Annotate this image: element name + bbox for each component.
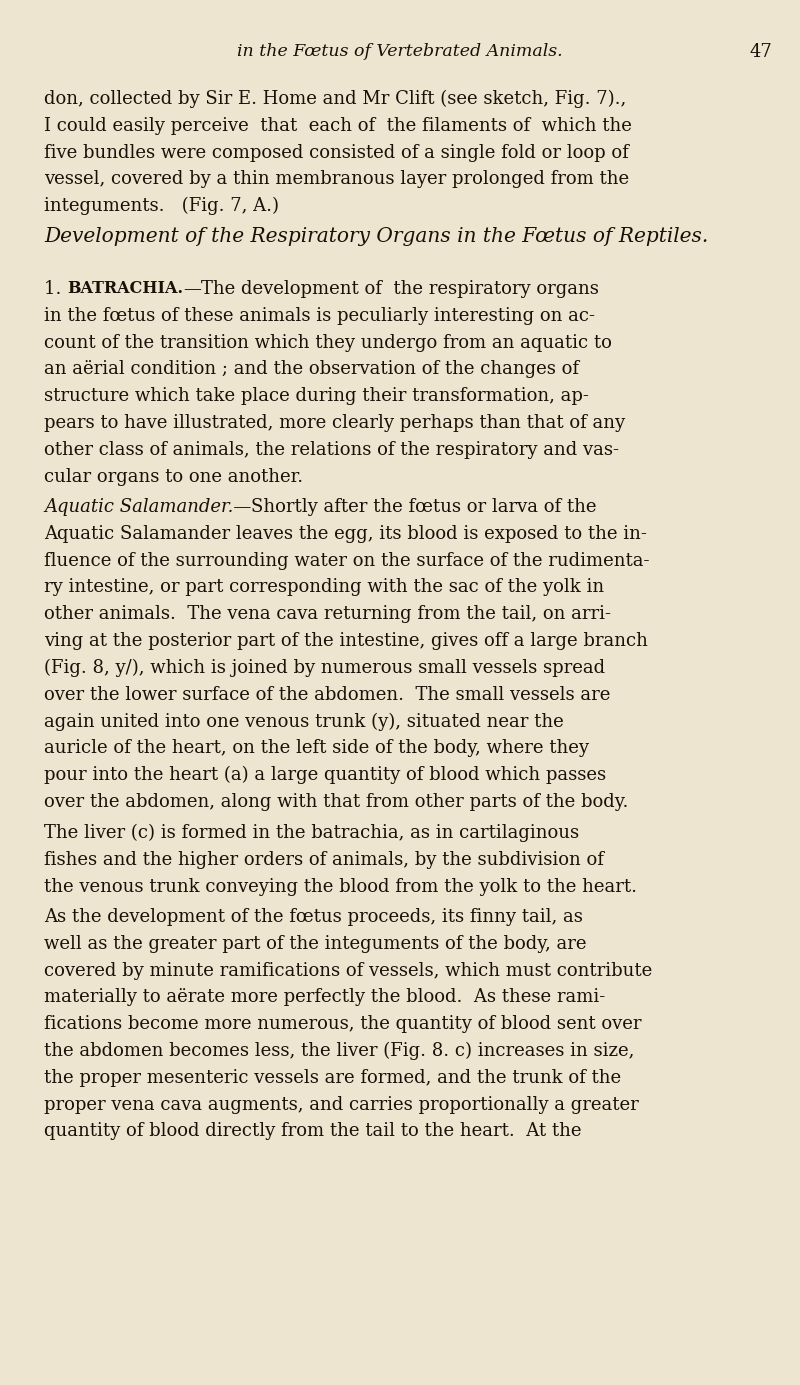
Text: count of the transition which they undergo from an aquatic to: count of the transition which they under… xyxy=(44,334,612,352)
Text: fishes and the higher orders of animals, by the subdivision of: fishes and the higher orders of animals,… xyxy=(44,850,604,868)
Text: in the fœtus of these animals is peculiarly interesting on ac-: in the fœtus of these animals is peculia… xyxy=(44,307,595,325)
Text: —: — xyxy=(183,280,201,298)
Text: fluence of the surrounding water on the surface of the rudimenta-: fluence of the surrounding water on the … xyxy=(44,551,650,569)
Text: fications become more numerous, the quantity of blood sent over: fications become more numerous, the quan… xyxy=(44,1015,642,1033)
Text: well as the greater part of the integuments of the body, are: well as the greater part of the integume… xyxy=(44,935,586,953)
Text: again united into one venous trunk (y), situated near the: again united into one venous trunk (y), … xyxy=(44,712,564,731)
Text: materially to aërate more perfectly the blood.  As these rami-: materially to aërate more perfectly the … xyxy=(44,989,606,1007)
Text: in the Fœtus of Vertebrated Animals.: in the Fœtus of Vertebrated Animals. xyxy=(237,43,563,60)
Text: other animals.  The vena cava returning from the tail, on arri-: other animals. The vena cava returning f… xyxy=(44,605,611,623)
Text: I could easily perceive  that  each of  the filaments of  which the: I could easily perceive that each of the… xyxy=(44,116,632,134)
Text: The liver (c) is formed in the batrachia, as in cartilaginous: The liver (c) is formed in the batrachia… xyxy=(44,824,579,842)
Text: five bundles were composed consisted of a single fold or loop of: five bundles were composed consisted of … xyxy=(44,144,629,162)
Text: ving at the posterior part of the intestine, gives off a large branch: ving at the posterior part of the intest… xyxy=(44,632,648,650)
Text: Aquatic Salamander.—: Aquatic Salamander.— xyxy=(44,499,251,517)
Text: (Fig. 8, y/), which is joined by numerous small vessels spread: (Fig. 8, y/), which is joined by numerou… xyxy=(44,659,605,677)
Text: pears to have illustrated, more clearly perhaps than that of any: pears to have illustrated, more clearly … xyxy=(44,414,625,432)
Text: As the development of the fœtus proceeds, its finny tail, as: As the development of the fœtus proceeds… xyxy=(44,909,583,927)
Text: Aquatic Salamander leaves the egg, its blood is exposed to the in-: Aquatic Salamander leaves the egg, its b… xyxy=(44,525,647,543)
Text: over the abdomen, along with that from other parts of the body.: over the abdomen, along with that from o… xyxy=(44,792,628,810)
Text: cular organs to one another.: cular organs to one another. xyxy=(44,468,303,486)
Text: over the lower surface of the abdomen.  The small vessels are: over the lower surface of the abdomen. T… xyxy=(44,686,610,704)
Text: don, collected by Sir E. Home and Mr Clift (see sketch, Fig. 7).,: don, collected by Sir E. Home and Mr Cli… xyxy=(44,90,626,108)
Text: the proper mesenteric vessels are formed, and the trunk of the: the proper mesenteric vessels are formed… xyxy=(44,1069,621,1087)
Text: the abdomen becomes less, the liver (Fig. 8. c) increases in size,: the abdomen becomes less, the liver (Fig… xyxy=(44,1042,634,1061)
Text: auricle of the heart, on the left side of the body, where they: auricle of the heart, on the left side o… xyxy=(44,740,589,758)
Text: BATRACHIA.: BATRACHIA. xyxy=(67,280,183,296)
Text: 1.: 1. xyxy=(44,280,67,298)
Text: proper vena cava augments, and carries proportionally a greater: proper vena cava augments, and carries p… xyxy=(44,1096,638,1114)
Text: integuments.   (Fig. 7, A.): integuments. (Fig. 7, A.) xyxy=(44,197,279,216)
Text: Development of the Respiratory Organs in the Fœtus of Reptiles.: Development of the Respiratory Organs in… xyxy=(44,227,708,247)
Text: the venous trunk conveying the blood from the yolk to the heart.: the venous trunk conveying the blood fro… xyxy=(44,878,637,896)
Text: Shortly after the fœtus or larva of the: Shortly after the fœtus or larva of the xyxy=(251,499,597,517)
Text: other class of animals, the relations of the respiratory and vas-: other class of animals, the relations of… xyxy=(44,440,619,458)
Text: 47: 47 xyxy=(750,43,772,61)
Text: ry intestine, or part corresponding with the sac of the yolk in: ry intestine, or part corresponding with… xyxy=(44,579,604,597)
Text: quantity of blood directly from the tail to the heart.  At the: quantity of blood directly from the tail… xyxy=(44,1122,582,1140)
Text: covered by minute ramifications of vessels, which must contribute: covered by minute ramifications of vesse… xyxy=(44,961,652,979)
Text: The development of  the respiratory organs: The development of the respiratory organ… xyxy=(201,280,599,298)
Text: pour into the heart (a) a large quantity of blood which passes: pour into the heart (a) a large quantity… xyxy=(44,766,606,784)
Text: vessel, covered by a thin membranous layer prolonged from the: vessel, covered by a thin membranous lay… xyxy=(44,170,629,188)
Text: an aërial condition ; and the observation of the changes of: an aërial condition ; and the observatio… xyxy=(44,360,579,378)
Text: structure which take place during their transformation, ap-: structure which take place during their … xyxy=(44,388,589,406)
